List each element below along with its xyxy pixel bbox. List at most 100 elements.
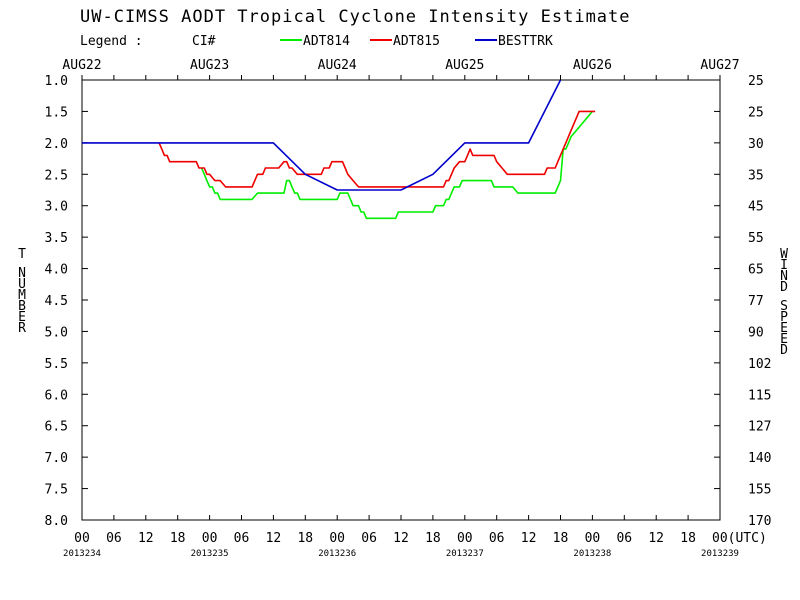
y-tick-label: 6.5 — [45, 420, 68, 435]
wind-tick-label: 55 — [748, 231, 764, 246]
julian-date-label: 2013238 — [573, 549, 611, 559]
wind-axis-title-letter: P — [780, 310, 788, 325]
y-axis-title-letter: M — [18, 288, 26, 303]
top-date-label: AUG23 — [190, 58, 229, 73]
x-tick-label: 06 — [234, 531, 250, 546]
legend-entry-adt815: ADT815 — [393, 34, 440, 49]
x-tick-label: 06 — [616, 531, 632, 546]
wind-tick-label: 115 — [748, 388, 771, 403]
julian-date-label: 2013234 — [63, 549, 101, 559]
julian-date-labels: 2013234 2013235 2013236 2013237 2013238 20132… — [63, 549, 739, 559]
y-tick-label: 5.0 — [45, 325, 68, 340]
y-tick-label: 6.0 — [45, 388, 68, 403]
y-tick-label: 3.0 — [45, 200, 68, 215]
wind-axis-title-letter: D — [780, 343, 788, 358]
wind-axis-title-letter: D — [780, 280, 788, 295]
x-tick-label: 12 — [648, 531, 664, 546]
x-tick-label: 06 — [361, 531, 377, 546]
legend-entry-adt814: ADT814 — [303, 34, 350, 49]
julian-date-label: 2013239 — [701, 549, 739, 559]
x-tick-label: 00(UTC) — [712, 531, 767, 546]
wind-tick-label: 102 — [748, 357, 771, 372]
x-tick-label: 12 — [521, 531, 537, 546]
y-tick-label: 2.5 — [45, 168, 68, 183]
julian-date-label: 2013237 — [446, 549, 484, 559]
plot-frame — [81, 79, 721, 521]
top-date-label: AUG25 — [445, 58, 484, 73]
y-tick-label: 1.0 — [45, 74, 68, 89]
wind-axis-title-letter: E — [780, 321, 788, 336]
top-date-label: AUG26 — [573, 58, 612, 73]
wind-axis-labels: 25 25 30 35 45 55 65 77 90 102 115 127 140 155 170 — [748, 74, 771, 529]
x-axis-labels: 00 06 12 18 00 06 12 18 00 06 12 18 00 06 12 18 00 06 12 18… — [74, 531, 767, 546]
x-tick-label: 12 — [138, 531, 154, 546]
chart-title: UW-CIMSS AODT Tropical Cyclone Intensity… — [80, 7, 631, 27]
series-line-adt814 — [200, 110, 594, 220]
y-axis-title-letter: T — [18, 247, 26, 262]
top-date-label: AUG22 — [62, 58, 101, 73]
top-date-label: AUG27 — [700, 58, 739, 73]
y-axis-title-letter: B — [18, 299, 26, 314]
x-tick-label: 06 — [106, 531, 122, 546]
y-axis-title-letter: E — [18, 310, 26, 325]
y-tick-label: 7.5 — [45, 483, 68, 498]
y-axis-title-letter: N — [18, 266, 26, 281]
y-tick-label: 4.0 — [45, 263, 68, 278]
y-axis-title-letter: U — [18, 277, 26, 292]
series-line-besttrk — [82, 79, 562, 191]
y-tick-label: 8.0 — [45, 514, 68, 529]
wind-axis-title-letter: N — [780, 269, 788, 284]
axis-ticks — [81, 75, 721, 521]
y-tick-label: 5.5 — [45, 357, 68, 372]
y-tick-label: 4.5 — [45, 294, 68, 309]
x-tick-label: 18 — [680, 531, 696, 546]
legend-entry-besttrk: BESTTRK — [498, 34, 553, 49]
x-tick-label: 00 — [329, 531, 345, 546]
top-date-label: AUG24 — [318, 58, 357, 73]
x-tick-label: 18 — [297, 531, 313, 546]
x-tick-label: 00 — [74, 531, 90, 546]
x-tick-label: 06 — [489, 531, 505, 546]
top-date-axis: AUG22 AUG23 AUG24 AUG25 AUG26 AUG27 — [62, 58, 739, 73]
wind-tick-label: 77 — [748, 294, 764, 309]
x-tick-label: 12 — [393, 531, 409, 546]
wind-tick-label: 25 — [748, 105, 764, 120]
wind-tick-label: 170 — [748, 514, 771, 529]
legend-label: Legend : — [80, 34, 143, 49]
y-tick-label: 2.0 — [45, 137, 68, 152]
y-tick-label: 7.0 — [45, 451, 68, 466]
wind-tick-label: 90 — [748, 325, 764, 340]
x-tick-label: 18 — [553, 531, 569, 546]
wind-axis-title-letter: I — [780, 258, 788, 273]
wind-tick-label: 35 — [748, 168, 764, 183]
y-tick-label: 1.5 — [45, 105, 68, 120]
y-axis-labels: 1.0 1.5 2.0 2.5 3.0 3.5 4.0 4.5 5.0 5.5 6.0 6.5 7.0 7… — [45, 74, 68, 529]
x-tick-label: 12 — [266, 531, 282, 546]
legend-sublabel: CI# — [192, 34, 216, 49]
wind-tick-label: 45 — [748, 200, 764, 215]
wind-axis-title-letter: W — [780, 247, 788, 262]
wind-tick-label: 155 — [748, 483, 771, 498]
wind-tick-label: 140 — [748, 451, 771, 466]
y-axis-title-letter: R — [18, 321, 26, 336]
x-tick-label: 18 — [170, 531, 186, 546]
legend: ADT814 ADT815 BESTTRK — [280, 34, 553, 49]
y-tick-label: 3.5 — [45, 231, 68, 246]
x-tick-label: 18 — [425, 531, 441, 546]
julian-date-label: 2013236 — [318, 549, 356, 559]
wind-tick-label: 25 — [748, 74, 764, 89]
julian-date-label: 2013235 — [191, 549, 229, 559]
wind-tick-label: 65 — [748, 263, 764, 278]
wind-axis-title-letter: S — [780, 299, 788, 314]
series-lines — [82, 79, 596, 220]
wind-tick-label: 127 — [748, 420, 771, 435]
wind-axis-title-letter: E — [780, 332, 788, 347]
wind-tick-label: 30 — [748, 137, 764, 152]
x-tick-label: 00 — [585, 531, 601, 546]
series-line-adt815 — [158, 110, 596, 188]
x-tick-label: 00 — [202, 531, 218, 546]
x-tick-label: 00 — [457, 531, 473, 546]
